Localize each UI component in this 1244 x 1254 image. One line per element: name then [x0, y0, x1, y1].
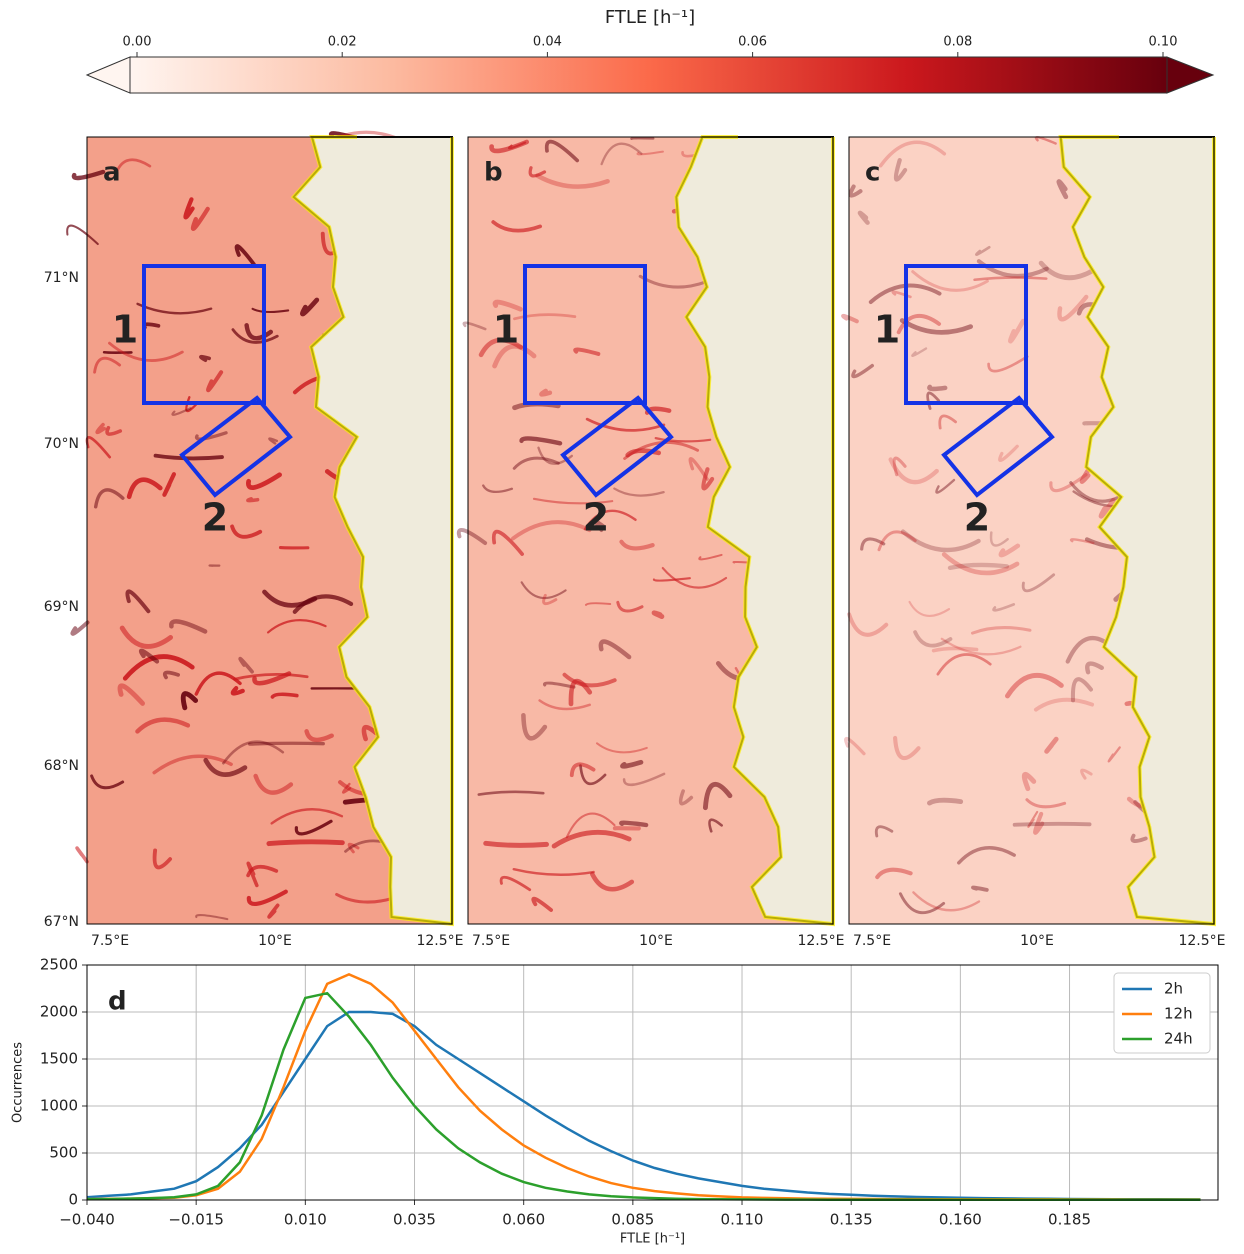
y-tick-label: 2000	[40, 1003, 78, 1021]
colorbar-high	[1167, 57, 1213, 93]
line-chart: −0.040 −0.015 0.010 0.035 0.060 0.085 0.110 0.1…	[11, 956, 1219, 1247]
ftle-ridge	[621, 823, 646, 825]
maps: a 1 2 7.5°E 10°E 12.5°E b 1 2 7.5°E 10°E 12.5°E c 1 2 7…	[44, 132, 1226, 949]
ftle-ridge	[250, 743, 323, 744]
x-tick-label: 0.135	[830, 1211, 873, 1229]
y-tick-label: 1500	[40, 1050, 78, 1068]
series-line	[87, 993, 1201, 1200]
panel-letter: b	[484, 158, 503, 188]
ftle-ridge	[248, 499, 258, 501]
y-tick-label: 1000	[40, 1097, 78, 1115]
colorbar-tick-label: 0.02	[328, 35, 357, 50]
y-tick-label: 0	[68, 1191, 78, 1209]
ftle-ridge	[929, 387, 945, 389]
y-tick-label: 500	[49, 1144, 78, 1162]
colorbar-tick-label: 0.00	[123, 35, 152, 50]
colorbar-label: FTLE [h⁻¹]	[605, 7, 695, 28]
ftle-ridge	[77, 848, 87, 862]
x-tick-label: −0.040	[59, 1211, 115, 1229]
ftle-ridge	[486, 843, 547, 845]
x-tick-label: −0.015	[168, 1211, 224, 1229]
lon-label: 7.5°E	[91, 933, 129, 949]
map-panel: c 1 2 7.5°E 10°E 12.5°E	[843, 137, 1225, 949]
legend-label: 12h	[1164, 1005, 1193, 1023]
x-tick-label: 0.035	[393, 1211, 436, 1229]
colorbar-low	[87, 57, 130, 93]
lat-label: 71°N	[44, 270, 79, 286]
ftle-ridge	[72, 622, 87, 633]
x-tick-label: 0.060	[502, 1211, 545, 1229]
lat-label: 68°N	[44, 758, 79, 774]
lon-label: 12.5°E	[416, 933, 463, 949]
ftle-ridge	[541, 391, 550, 395]
region-label: 1	[493, 308, 519, 352]
panel-letter: a	[103, 158, 121, 188]
colorbar-tick-label: 0.08	[943, 35, 972, 50]
lat-label: 70°N	[44, 436, 79, 452]
lon-label: 10°E	[258, 933, 292, 949]
lat-label: 69°N	[44, 599, 79, 615]
x-tick-label: 0.085	[611, 1211, 654, 1229]
lon-label: 12.5°E	[797, 933, 844, 949]
colorbar	[130, 57, 1167, 93]
plot-frame	[87, 965, 1218, 1200]
map-panel: a 1 2 7.5°E 10°E 12.5°E	[67, 132, 463, 949]
legend-label: 24h	[1164, 1030, 1193, 1048]
lon-label: 7.5°E	[472, 933, 510, 949]
colorbar-tick-label: 0.10	[1149, 35, 1178, 50]
x-tick-label: 0.160	[939, 1211, 982, 1229]
x-tick-label: 0.010	[284, 1211, 327, 1229]
series-line	[87, 974, 1201, 1199]
map-panel: b 1 2 7.5°E 10°E 12.5°E	[459, 137, 845, 949]
region-label: 2	[964, 496, 990, 540]
ftle-ridge	[269, 842, 342, 844]
ftle-ridge	[973, 888, 987, 890]
region-label: 2	[583, 496, 609, 540]
lon-label: 12.5°E	[1178, 933, 1225, 949]
y-tick-label: 2500	[40, 956, 78, 974]
region-label: 2	[202, 496, 228, 540]
panel-letter: c	[865, 158, 880, 188]
panel-letter: d	[108, 987, 127, 1017]
ftle-ridge	[201, 357, 209, 361]
lat-label: 67°N	[44, 914, 79, 930]
lon-label: 10°E	[1020, 933, 1054, 949]
x-tick-label: 0.110	[721, 1211, 764, 1229]
colorbar-tick-label: 0.06	[738, 35, 767, 50]
colorbar-tick-label: 0.04	[533, 35, 562, 50]
ftle-ridge	[1015, 824, 1090, 825]
lon-label: 10°E	[639, 933, 673, 949]
legend-label: 2h	[1164, 980, 1183, 998]
x-tick-label: 0.185	[1048, 1211, 1091, 1229]
lon-label: 7.5°E	[853, 933, 891, 949]
region-label: 1	[112, 308, 138, 352]
x-axis-label: FTLE [h⁻¹]	[620, 1232, 685, 1247]
region-label: 1	[874, 308, 900, 352]
y-axis-label: Occurrences	[11, 1042, 26, 1123]
ftle-ridge	[654, 613, 662, 617]
